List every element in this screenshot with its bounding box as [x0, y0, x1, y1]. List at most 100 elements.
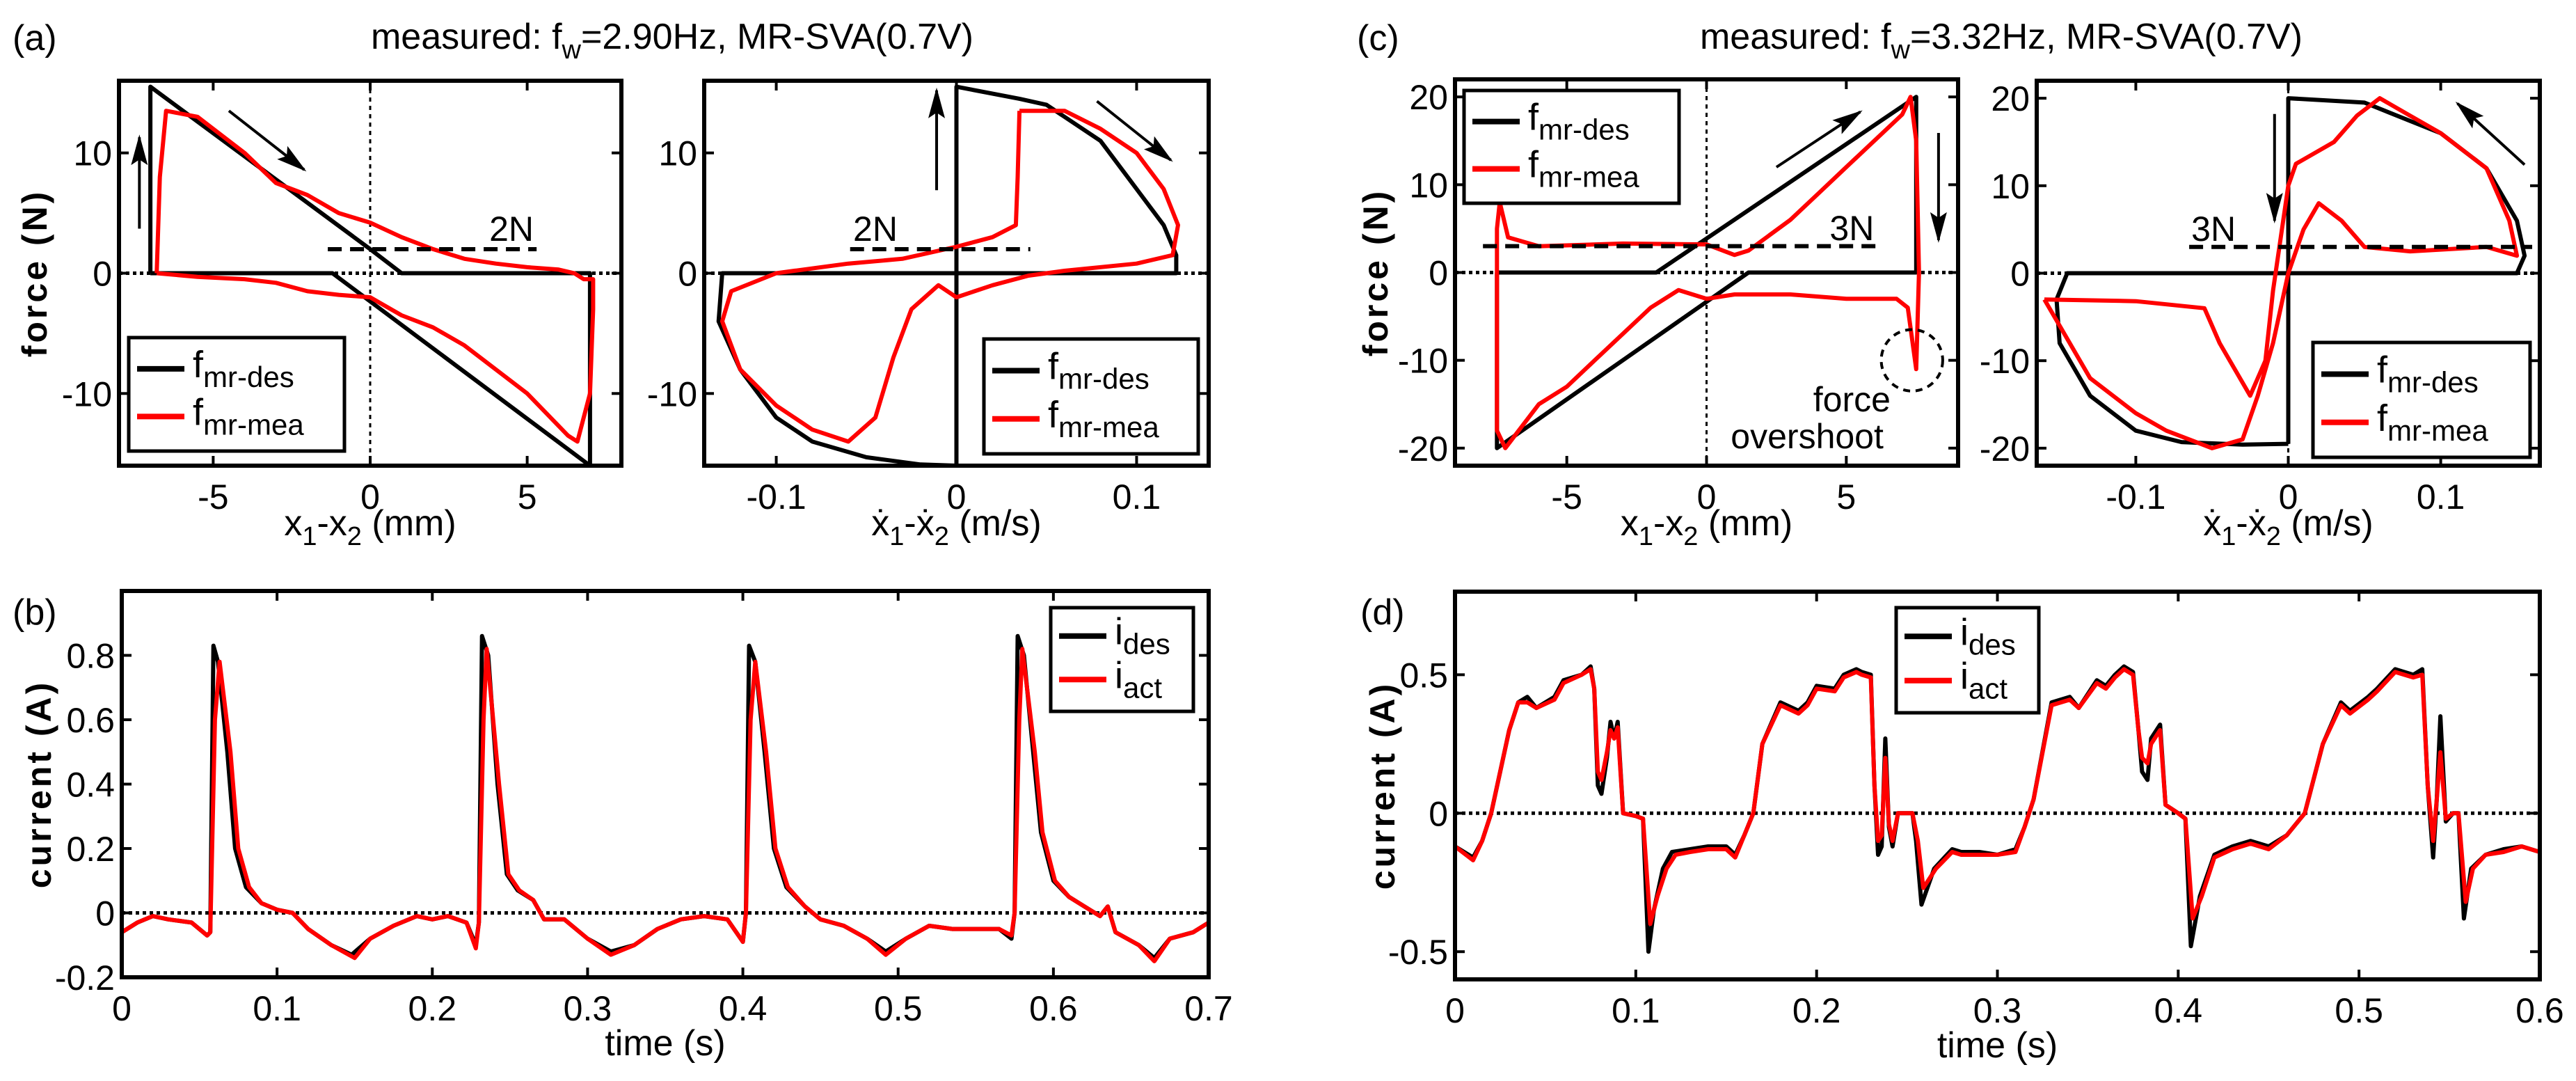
- legend-box: [1462, 88, 1681, 205]
- title-part: measured: f: [1700, 17, 1891, 57]
- legend-entry: ides: [1960, 611, 2016, 661]
- text-part: -ẋ: [904, 503, 934, 544]
- chart-title-a: measured: fw=2.90Hz, MR-SVA(0.7V): [371, 17, 973, 65]
- series-line-measured: [122, 647, 1209, 963]
- text-part: i: [1960, 611, 1969, 653]
- axes-frame: [120, 589, 1211, 979]
- x-tick-label: 0: [1445, 991, 1465, 1030]
- text-part: (m/s): [949, 503, 1042, 544]
- plot-area: [704, 81, 1209, 466]
- y-tick-label: -0.2: [55, 958, 115, 997]
- x-tick-label: 0.1: [253, 989, 301, 1028]
- title-subscript: w: [1891, 35, 1911, 65]
- panel-label-a: (a): [13, 18, 57, 58]
- plot-area: [122, 633, 1209, 963]
- x-tick-label: 0.1: [2417, 478, 2465, 516]
- y-tick-label: 0.6: [66, 701, 115, 740]
- legend-entry: iact: [1960, 656, 2007, 705]
- x-tick-label: 0.5: [2335, 991, 2383, 1030]
- annotation-label: overshoot: [1731, 417, 1884, 456]
- y-tick-label: 0: [93, 255, 112, 294]
- x-tick-label: 0: [1697, 478, 1717, 516]
- x-axis-label: time (s): [1937, 1025, 2058, 1066]
- legend-box: [1049, 606, 1195, 713]
- text-part: -ẋ: [2236, 503, 2266, 544]
- legend-box: [2311, 340, 2532, 459]
- legend-box: [1894, 606, 2041, 715]
- chart-d: 0 0.1 0.2 0.3 0.4 0.5 0.6 -0.5 0 0.5 time (s) curre…: [1363, 590, 2564, 1066]
- text-part: x: [284, 503, 302, 544]
- y-tick-label: 0.4: [66, 766, 115, 805]
- panel-label-b: (b): [13, 592, 57, 633]
- y-tick-label: 20: [1409, 78, 1448, 117]
- text-part: f: [1528, 97, 1539, 139]
- subscript: mr-des: [1058, 363, 1150, 395]
- subscript: des: [1969, 628, 2016, 661]
- text-part: ẋ: [2203, 503, 2221, 544]
- x-tick-label: 0: [947, 478, 967, 516]
- x-tick-label: 0.4: [2154, 991, 2203, 1030]
- legend-box: [127, 336, 347, 453]
- subscript: mr-mea: [203, 408, 304, 441]
- x-tick-label: -5: [198, 478, 228, 516]
- subscript: mr-des: [2387, 366, 2479, 399]
- y-tick-label: 0.2: [66, 830, 115, 869]
- legend-entry: fmr-des: [2377, 349, 2479, 399]
- x-tick-label: 0.7: [1184, 989, 1233, 1028]
- y-tick-label: -10: [647, 374, 697, 413]
- subscript: act: [1123, 671, 1162, 704]
- series-line-measured: [719, 109, 1180, 444]
- x-tick-label: 5: [1836, 478, 1856, 516]
- annotation-label: 2N: [489, 210, 534, 248]
- legend-entry: fmr-des: [1048, 346, 1150, 395]
- x-tick-label: 0.1: [1612, 991, 1660, 1030]
- y-tick-label: 0: [95, 894, 115, 933]
- direction-arrow: [2455, 101, 2526, 166]
- x-tick-label: 0.3: [1973, 991, 2022, 1030]
- legend-entry: fmr-des: [1528, 97, 1630, 146]
- y-tick-label: -10: [62, 374, 112, 413]
- plot-area: [2037, 81, 2540, 466]
- x-tick-label: 0: [360, 478, 380, 516]
- text-part: i: [1115, 654, 1123, 696]
- legend-box: [982, 337, 1200, 456]
- annotation-label: 2N: [853, 210, 898, 248]
- plot-area: [119, 81, 621, 466]
- x-tick-label: -0.1: [2106, 478, 2165, 516]
- text-part: time (s): [1937, 1025, 2058, 1066]
- x-tick-label: 0: [2279, 478, 2298, 516]
- x-tick-label: -0.1: [746, 478, 806, 516]
- x-tick-label: -5: [1551, 478, 1582, 516]
- x-tick-label: 0.2: [408, 989, 457, 1028]
- text-part: f: [1048, 394, 1059, 436]
- title-part: =3.32Hz, MR-SVA(0.7V): [1910, 17, 2303, 57]
- x-tick-label: 0.3: [564, 989, 612, 1028]
- x-tick-label: 0.6: [1029, 989, 1078, 1028]
- chart-b: 0 0.1 0.2 0.3 0.4 0.5 0.6 0.7-0.200.20.40.60.8t…: [19, 589, 1233, 1064]
- subscript: act: [1969, 672, 2007, 705]
- x-tick-label: 0.5: [874, 989, 923, 1028]
- subscript: 2: [347, 522, 362, 551]
- series-line-desired: [1495, 95, 1918, 450]
- text-part: f: [2377, 397, 2388, 439]
- y-tick-label: 0.8: [66, 637, 115, 676]
- y-tick-label: -10: [1980, 342, 2030, 381]
- subscript: mr-mea: [1058, 411, 1159, 443]
- text-part: f: [1528, 144, 1539, 186]
- subscript: 2: [1683, 522, 1698, 551]
- legend-entry: fmr-mea: [1048, 394, 1159, 443]
- y-axis-label: current (A): [19, 680, 58, 889]
- panel-label-c: (c): [1357, 18, 1399, 58]
- overshoot-circle: [1879, 328, 1944, 393]
- title-part: measured: f: [371, 17, 562, 57]
- y-tick-label: 10: [1409, 166, 1448, 205]
- series-line-measured: [154, 109, 596, 444]
- title-part: =2.90Hz, MR-SVA(0.7V): [581, 17, 973, 57]
- subscript: 1: [889, 522, 904, 551]
- subscript: mr-mea: [2387, 414, 2488, 447]
